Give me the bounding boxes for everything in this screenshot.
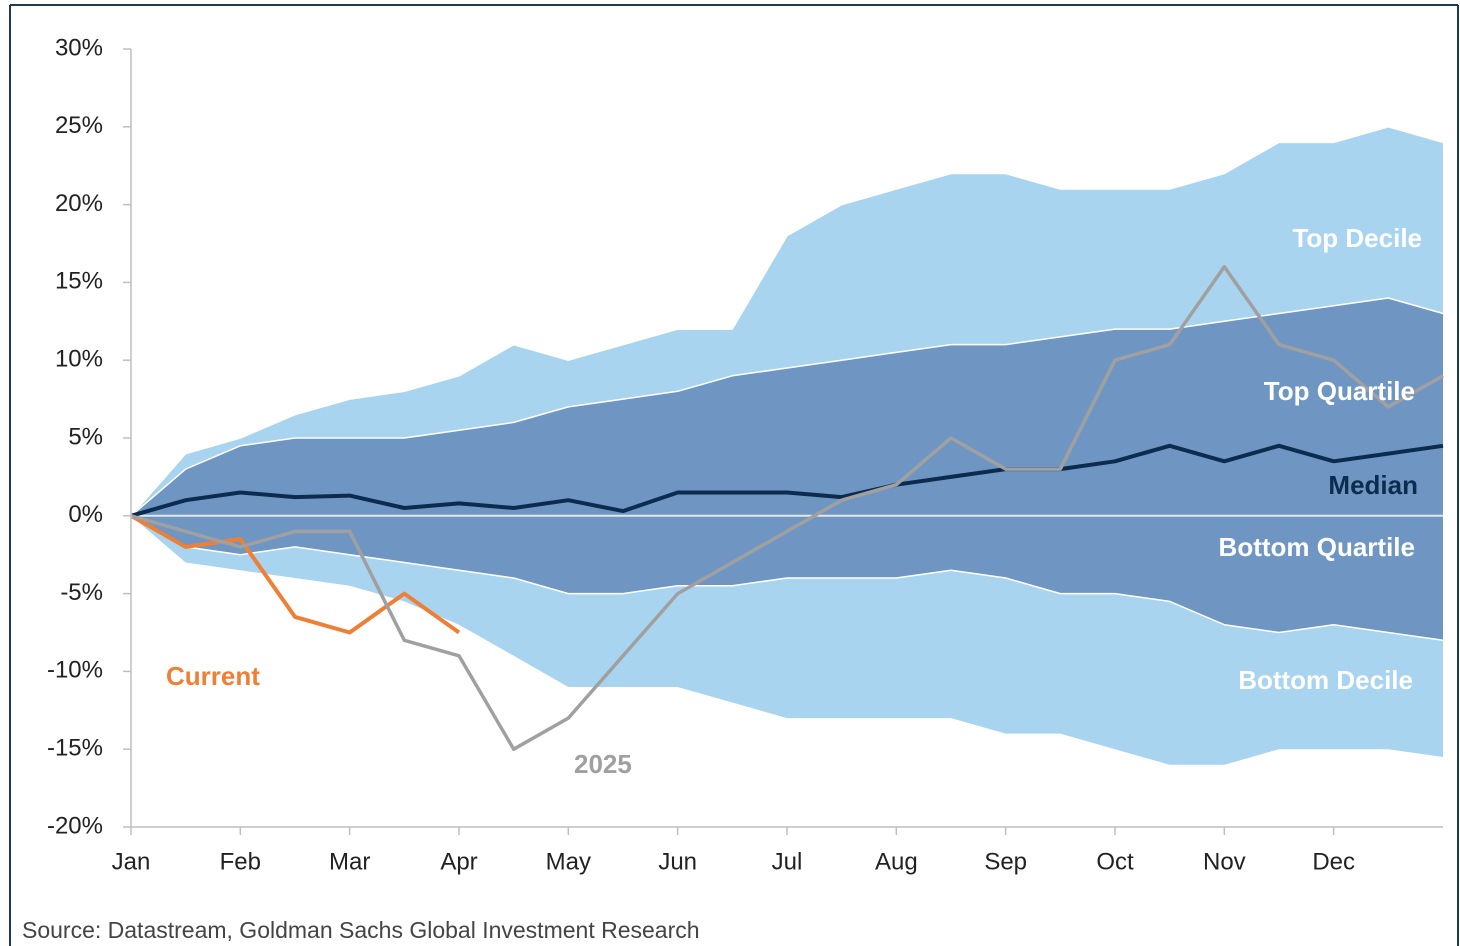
x-tick-label: Jun: [658, 848, 697, 875]
x-tick-label: Jan: [112, 848, 151, 875]
source-note: Source: Datastream, Goldman Sachs Global…: [22, 917, 700, 943]
y-tick-label: 30%: [55, 34, 103, 61]
x-tick-label: May: [546, 848, 591, 875]
x-tick-label: Aug: [875, 848, 918, 875]
y-tick-label: 5%: [68, 423, 103, 450]
series-label: Bottom Decile: [1238, 665, 1413, 695]
y-tick-label: -10%: [47, 657, 103, 684]
series-line: [130, 265, 1444, 751]
y-tick-label: 25%: [55, 112, 103, 139]
band-area: [131, 126, 1443, 516]
x-tick-label: Nov: [1203, 848, 1246, 875]
y-tick-label: -20%: [47, 812, 103, 839]
series-label: Median: [1328, 470, 1418, 500]
series-label: Top Quartile: [1264, 376, 1415, 406]
x-tick-label: Oct: [1096, 848, 1134, 875]
band-area: [131, 515, 1443, 765]
series-label: Top Decile: [1292, 223, 1422, 253]
x-tick-label: Apr: [440, 848, 477, 875]
series-label: Current: [166, 661, 260, 691]
y-tick-label: -15%: [47, 735, 103, 762]
x-tick-label: Dec: [1312, 848, 1355, 875]
y-tick-label: 20%: [55, 190, 103, 217]
x-tick-label: Mar: [329, 848, 370, 875]
y-tick-label: 10%: [55, 346, 103, 373]
y-tick-label: 0%: [68, 501, 103, 528]
y-tick-label: -5%: [60, 579, 103, 606]
series-line: [130, 126, 1444, 517]
band-area: [131, 298, 1443, 641]
series-label: Bottom Quartile: [1219, 532, 1415, 562]
y-tick-label: 15%: [55, 268, 103, 295]
series-line: [130, 515, 1444, 642]
x-tick-label: Jul: [772, 848, 803, 875]
x-tick-label: Feb: [220, 848, 261, 875]
series-line: [130, 297, 1444, 517]
series-line: [130, 514, 461, 635]
x-tick-label: Sep: [984, 848, 1027, 875]
series-label: 2025: [574, 749, 632, 779]
series-line: [130, 443, 1444, 518]
